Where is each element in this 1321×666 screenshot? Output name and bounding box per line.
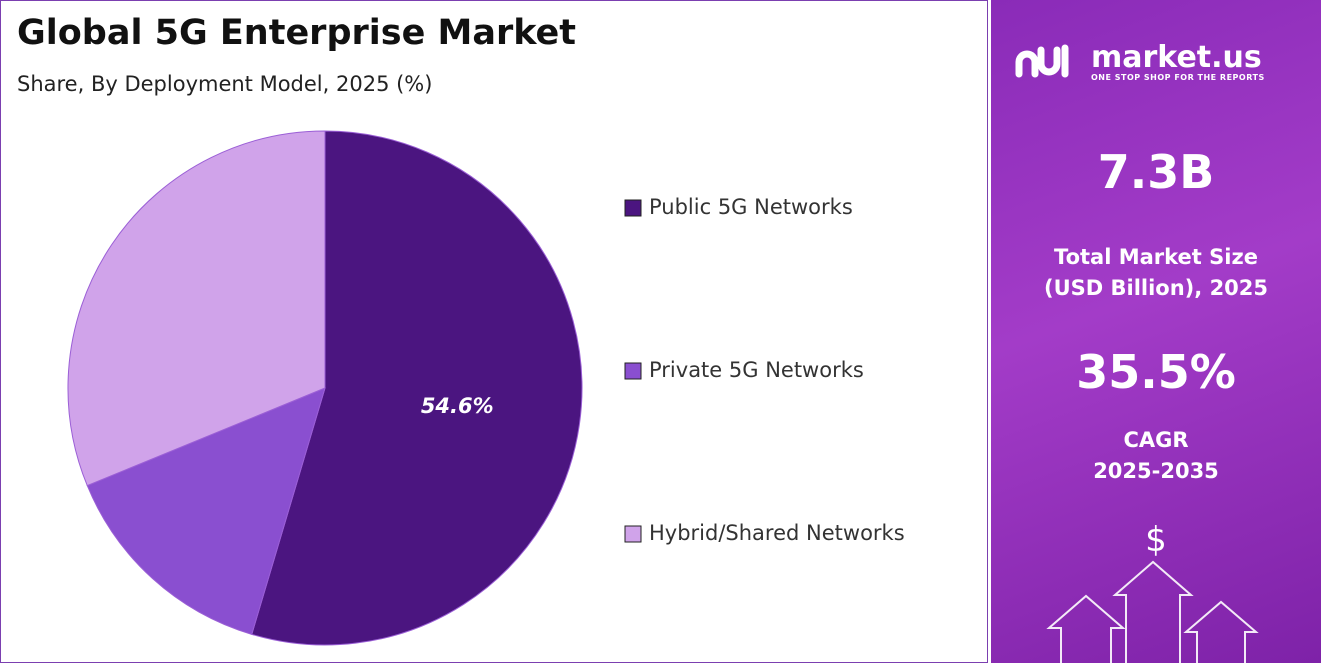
legend-swatch bbox=[624, 199, 642, 217]
pie-slice bbox=[86, 387, 326, 635]
chart-subtitle: Share, By Deployment Model, 2025 (%) bbox=[17, 72, 432, 96]
data-label: 54.6% bbox=[421, 394, 494, 418]
side-panel: market.us ONE STOP SHOP FOR THE REPORTS … bbox=[991, 0, 1321, 663]
cagr-label: 2025-2035 bbox=[1093, 459, 1219, 483]
legend-label: Public 5G Networks bbox=[649, 195, 853, 219]
chart-title: Global 5G Enterprise Market bbox=[17, 13, 576, 53]
chart: Global 5G Enterprise Market Share, By De… bbox=[17, 13, 905, 646]
chart-panel: Global 5G Enterprise Market Share, By De… bbox=[0, 0, 988, 663]
pie-slice bbox=[251, 130, 583, 646]
decoration bbox=[1015, 44, 1259, 663]
legend-swatch bbox=[624, 525, 642, 543]
brand: market.us bbox=[1091, 40, 1262, 75]
cagr-label: CAGR bbox=[1123, 428, 1189, 452]
logo-icon bbox=[1015, 44, 1069, 78]
pie-slice bbox=[67, 130, 326, 487]
legend-label: Hybrid/Shared Networks bbox=[649, 521, 905, 545]
market-size-label: (USD Billion), 2025 bbox=[1043, 276, 1269, 300]
legend-label: Private 5G Networks bbox=[649, 358, 864, 382]
dollar-icon: $ bbox=[1145, 520, 1167, 560]
tagline: ONE STOP SHOP FOR THE REPORTS bbox=[1091, 73, 1265, 82]
arrows bbox=[1046, 560, 1259, 663]
legend-swatch bbox=[624, 362, 642, 380]
cagr: 35.5% bbox=[1076, 345, 1236, 399]
market-size-label: Total Market Size bbox=[1054, 245, 1258, 269]
market-size: 7.3B bbox=[1097, 145, 1215, 199]
